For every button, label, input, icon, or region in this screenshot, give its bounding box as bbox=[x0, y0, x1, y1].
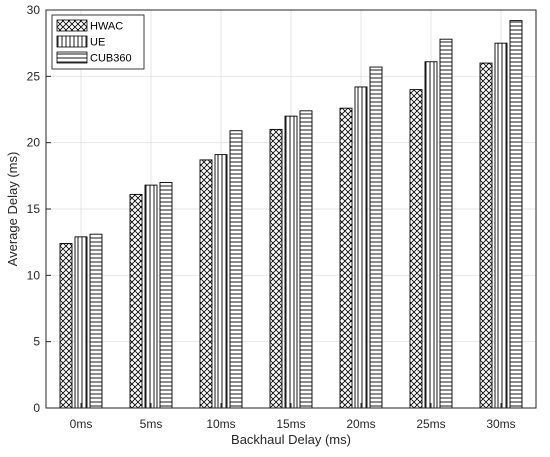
x-tick-label: 20ms bbox=[346, 417, 375, 431]
bar-cub360-30ms bbox=[509, 20, 523, 409]
bar-cub360-10ms bbox=[229, 130, 243, 409]
bar-hwac-30ms bbox=[479, 62, 493, 409]
y-tick-label: 20 bbox=[27, 136, 41, 150]
y-axis-title: Average Delay (ms) bbox=[5, 152, 20, 267]
bar-cub360-15ms bbox=[299, 110, 313, 409]
x-tick-label: 10ms bbox=[206, 417, 235, 431]
bar-hwac-5ms bbox=[129, 193, 143, 409]
legend-swatch-hwac bbox=[56, 19, 88, 32]
legend-swatch-ue bbox=[56, 35, 88, 48]
bar-ue-10ms bbox=[214, 154, 228, 409]
legend-label-ue: UE bbox=[90, 37, 105, 49]
bar-cub360-20ms bbox=[369, 66, 383, 409]
legend: HWAC UE CUB360 bbox=[51, 14, 145, 70]
bar-hwac-0ms bbox=[59, 243, 73, 409]
bar-cub360-25ms bbox=[439, 38, 453, 409]
bar-cub360-5ms bbox=[159, 182, 173, 409]
bar-ue-25ms bbox=[424, 61, 438, 409]
bar-cub360-0ms bbox=[89, 233, 103, 409]
legend-label-hwac: HWAC bbox=[90, 21, 123, 33]
bar-hwac-20ms bbox=[339, 107, 353, 409]
bar-ue-15ms bbox=[284, 115, 298, 409]
bar-ue-20ms bbox=[354, 86, 368, 409]
x-tick-label: 0ms bbox=[70, 417, 93, 431]
y-tick-label: 30 bbox=[27, 3, 41, 17]
x-tick-label: 25ms bbox=[416, 417, 445, 431]
y-axis: 0 5 10 15 20 25 30 bbox=[27, 3, 51, 415]
x-axis-title: Backhaul Delay (ms) bbox=[231, 432, 351, 447]
y-tick-label: 10 bbox=[27, 268, 41, 282]
y-tick-label: 15 bbox=[27, 202, 41, 216]
bar-ue-30ms bbox=[494, 42, 508, 409]
y-tick-label: 0 bbox=[33, 401, 40, 415]
y-tick-label: 5 bbox=[33, 335, 40, 349]
bar-ue-5ms bbox=[144, 184, 158, 409]
bar-hwac-10ms bbox=[199, 159, 213, 409]
x-tick-label: 15ms bbox=[276, 417, 305, 431]
x-tick-label: 5ms bbox=[140, 417, 163, 431]
bar-hwac-15ms bbox=[269, 128, 283, 409]
x-axis: 0ms 5ms 10ms 15ms 20ms 25ms 30ms bbox=[70, 403, 516, 431]
bar-hwac-25ms bbox=[409, 89, 423, 409]
x-tick-label: 30ms bbox=[486, 417, 515, 431]
y-tick-label: 25 bbox=[27, 69, 41, 83]
legend-label-cub360: CUB360 bbox=[90, 53, 132, 65]
legend-swatch-cub360 bbox=[56, 51, 88, 64]
bar-ue-0ms bbox=[74, 236, 88, 409]
